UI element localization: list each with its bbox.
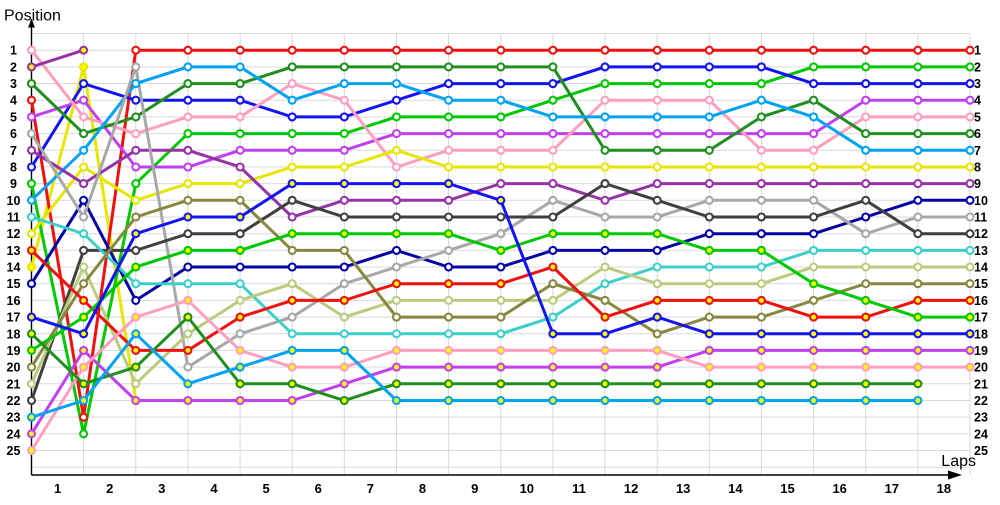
svg-text:1: 1 xyxy=(974,44,981,58)
svg-text:10: 10 xyxy=(974,194,988,208)
svg-text:24: 24 xyxy=(974,427,988,441)
svg-text:2: 2 xyxy=(10,60,17,74)
svg-text:1: 1 xyxy=(10,44,17,58)
svg-text:9: 9 xyxy=(974,177,981,191)
svg-text:12: 12 xyxy=(624,481,638,496)
svg-text:11: 11 xyxy=(7,211,20,225)
svg-text:18: 18 xyxy=(974,327,988,341)
svg-text:Position: Position xyxy=(4,8,61,25)
svg-text:12: 12 xyxy=(974,227,988,241)
svg-text:14: 14 xyxy=(728,481,743,496)
svg-text:17: 17 xyxy=(974,311,988,325)
svg-text:9: 9 xyxy=(10,177,17,191)
svg-text:23: 23 xyxy=(7,411,21,425)
svg-text:15: 15 xyxy=(974,277,988,291)
svg-text:14: 14 xyxy=(974,261,988,275)
svg-text:3: 3 xyxy=(974,77,981,91)
svg-text:3: 3 xyxy=(158,481,165,496)
svg-text:4: 4 xyxy=(210,481,218,496)
svg-text:5: 5 xyxy=(262,481,269,496)
svg-text:10: 10 xyxy=(520,481,534,496)
svg-text:6: 6 xyxy=(974,127,981,141)
svg-text:9: 9 xyxy=(471,481,478,496)
svg-text:2: 2 xyxy=(106,481,113,496)
svg-text:21: 21 xyxy=(7,377,21,391)
svg-text:16: 16 xyxy=(7,294,21,308)
svg-text:13: 13 xyxy=(676,481,690,496)
svg-text:20: 20 xyxy=(7,361,21,375)
svg-text:5: 5 xyxy=(10,110,17,124)
svg-text:18: 18 xyxy=(937,481,951,496)
svg-text:6: 6 xyxy=(10,127,17,141)
svg-text:17: 17 xyxy=(7,311,21,325)
svg-text:11: 11 xyxy=(974,211,987,225)
svg-text:3: 3 xyxy=(10,77,17,91)
svg-text:8: 8 xyxy=(10,161,17,175)
svg-text:7: 7 xyxy=(974,144,981,158)
svg-text:20: 20 xyxy=(974,361,988,375)
svg-text:1: 1 xyxy=(54,481,61,496)
svg-text:13: 13 xyxy=(974,244,988,258)
svg-text:16: 16 xyxy=(974,294,988,308)
svg-text:2: 2 xyxy=(974,60,981,74)
svg-text:8: 8 xyxy=(974,161,981,175)
svg-text:22: 22 xyxy=(974,394,988,408)
svg-text:25: 25 xyxy=(974,444,988,458)
svg-text:8: 8 xyxy=(419,481,426,496)
svg-text:22: 22 xyxy=(7,394,21,408)
svg-text:14: 14 xyxy=(7,261,21,275)
svg-text:7: 7 xyxy=(10,144,17,158)
svg-text:10: 10 xyxy=(7,194,21,208)
svg-text:13: 13 xyxy=(7,244,21,258)
svg-text:19: 19 xyxy=(974,344,988,358)
svg-text:18: 18 xyxy=(7,327,21,341)
svg-text:17: 17 xyxy=(885,481,899,496)
svg-text:25: 25 xyxy=(7,444,21,458)
svg-text:12: 12 xyxy=(7,227,21,241)
svg-text:6: 6 xyxy=(315,481,322,496)
svg-text:11: 11 xyxy=(572,481,586,496)
svg-text:16: 16 xyxy=(832,481,846,496)
svg-text:21: 21 xyxy=(974,377,988,391)
svg-text:19: 19 xyxy=(7,344,21,358)
svg-text:4: 4 xyxy=(10,94,17,108)
svg-text:4: 4 xyxy=(974,94,981,108)
svg-text:Laps: Laps xyxy=(941,453,976,470)
svg-text:7: 7 xyxy=(367,481,374,496)
svg-text:15: 15 xyxy=(780,481,794,496)
svg-text:23: 23 xyxy=(974,411,988,425)
svg-text:15: 15 xyxy=(7,277,21,291)
svg-text:24: 24 xyxy=(7,427,21,441)
svg-text:5: 5 xyxy=(974,110,981,124)
